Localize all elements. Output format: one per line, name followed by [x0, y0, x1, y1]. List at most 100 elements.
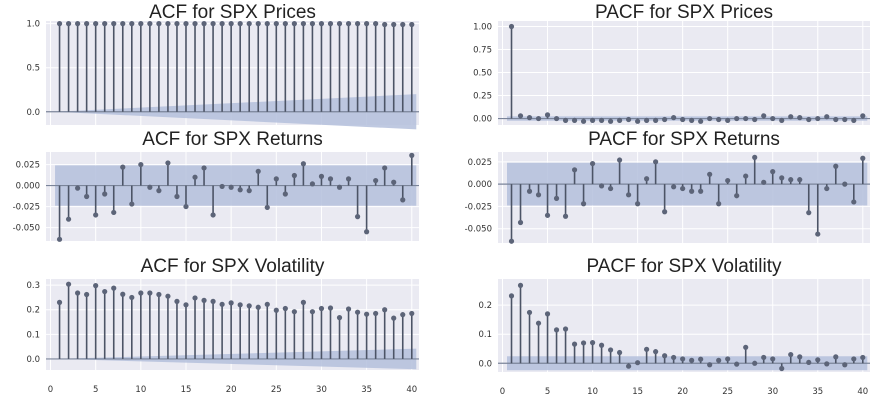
- acf-volatility-xtick-label: 15: [181, 385, 192, 395]
- pacf-volatility-marker: [815, 357, 821, 363]
- pacf-volatility-marker: [824, 361, 830, 367]
- pacf-volatility-marker: [607, 347, 614, 353]
- pacf-volatility-marker: [806, 359, 812, 366]
- acf-returns-marker: [309, 181, 316, 187]
- acf-returns-title: ACF for SPX Returns: [142, 129, 323, 150]
- acf-volatility-marker: [138, 290, 144, 296]
- pacf-volatility-panel: 0.0 0.1 0.2 0 5 10 15 20 25 30 35 40 PACF for SPX Vo…: [478, 256, 870, 397]
- acf-prices-marker: [309, 21, 316, 27]
- acf-volatility-marker: [219, 301, 225, 307]
- pacf-prices-marker: [725, 117, 731, 123]
- pacf-volatility-xtick-label: 35: [812, 387, 823, 397]
- acf-returns-marker: [183, 203, 189, 210]
- acf-prices-marker: [364, 21, 370, 27]
- acf-returns-marker: [102, 191, 108, 197]
- acf-returns-marker: [273, 176, 279, 182]
- pacf-returns-marker: [833, 163, 839, 169]
- acf-volatility-marker: [111, 285, 117, 291]
- pacf-volatility-marker: [626, 363, 632, 369]
- acf-volatility-marker: [120, 291, 126, 297]
- acf-volatility-marker: [364, 311, 370, 317]
- pacf-returns-marker: [815, 231, 821, 237]
- acf-volatility-ytick-label: 0.3: [26, 281, 40, 291]
- pacf-volatility-xtick-label: 40: [857, 387, 868, 397]
- pacf-prices-marker: [535, 115, 542, 122]
- acf-volatility-ytick-label: 0.2: [26, 306, 40, 316]
- pacf-volatility-xtick-label: 0: [500, 387, 505, 397]
- acf-volatility-marker: [300, 299, 306, 305]
- pacf-prices-ytick-label: 0.50: [473, 69, 492, 79]
- pacf-volatility-marker: [797, 354, 803, 360]
- pacf-returns-marker: [662, 209, 668, 215]
- acf-prices-marker: [210, 21, 216, 27]
- pacf-prices-ytick-label: 0.75: [473, 46, 492, 56]
- pacf-volatility-marker: [698, 356, 704, 362]
- acf-volatility-marker: [129, 294, 135, 301]
- acf-returns-marker: [165, 160, 171, 166]
- acf-returns-marker: [364, 229, 370, 235]
- pacf-prices-marker: [716, 116, 722, 123]
- pacf-prices-marker: [761, 113, 767, 119]
- acf-prices-marker: [147, 21, 153, 27]
- acf-volatility-panel: 0.0 0.1 0.2 0.3 0 5 10 15 20 25 30 35 40 ACF for SPX …: [26, 256, 419, 395]
- pacf-prices-marker: [508, 23, 515, 30]
- pacf-prices-marker: [698, 118, 704, 124]
- acf-prices-marker: [300, 21, 306, 27]
- acf-prices-marker: [129, 21, 135, 27]
- acf-prices-marker: [174, 21, 180, 27]
- acf-prices-marker: [382, 21, 388, 28]
- acf-returns-marker: [255, 168, 261, 174]
- pacf-prices-marker: [626, 116, 632, 123]
- pacf-volatility-marker: [779, 365, 785, 372]
- pacf-prices-ytick-label: 0.25: [473, 92, 492, 102]
- acf-volatility-xtick-label: 10: [135, 385, 146, 395]
- pacf-returns-marker: [607, 185, 614, 192]
- pacf-prices-marker: [788, 114, 794, 120]
- pacf-volatility-marker: [553, 327, 560, 333]
- pacf-volatility-marker: [598, 342, 605, 348]
- acf-prices-panel: 0.0 0.5 1.0 ACF for SPX Prices: [26, 2, 419, 130]
- pacf-volatility-xtick-label: 30: [767, 387, 778, 397]
- acf-volatility-marker: [156, 291, 162, 298]
- pacf-returns-ytick-label: -0.050: [465, 225, 492, 235]
- acf-volatility-marker: [192, 295, 198, 301]
- pacf-prices-marker: [553, 115, 560, 122]
- pacf-returns-marker: [671, 184, 677, 190]
- pacf-returns-marker: [842, 181, 848, 187]
- pacf-volatility-marker: [508, 293, 515, 299]
- pacf-returns-marker: [824, 185, 830, 192]
- acf-returns-marker: [237, 187, 243, 193]
- pacf-prices-marker: [797, 115, 803, 121]
- acf-returns-marker: [138, 161, 144, 168]
- pacf-volatility-marker: [833, 354, 839, 360]
- pacf-returns-ytick-label: 0.000: [468, 180, 492, 190]
- acf-returns-marker: [228, 184, 234, 190]
- pacf-volatility-marker: [544, 311, 551, 317]
- pacf-volatility-marker: [580, 340, 587, 346]
- pacf-prices-marker: [598, 117, 605, 123]
- acf-volatility-marker: [264, 301, 270, 307]
- pacf-prices-marker: [589, 117, 596, 123]
- pacf-returns-marker: [743, 173, 749, 179]
- pacf-prices-marker: [544, 112, 551, 118]
- pacf-prices-marker: [842, 116, 848, 123]
- acf-prices-marker: [336, 21, 343, 27]
- pacf-volatility-title: PACF for SPX Volatility: [587, 256, 782, 277]
- pacf-volatility-ytick-label: 0.1: [478, 330, 492, 340]
- acf-returns-marker: [156, 188, 162, 194]
- pacf-prices-marker: [680, 116, 686, 123]
- pacf-volatility-marker: [616, 349, 623, 356]
- acf-prices-marker: [84, 21, 90, 27]
- pacf-returns-marker: [788, 177, 794, 183]
- acf-prices-marker: [246, 21, 252, 27]
- pacf-returns-marker: [508, 238, 515, 244]
- pacf-prices-marker: [616, 117, 623, 123]
- acf-returns-marker: [373, 177, 379, 184]
- pacf-returns-marker: [716, 201, 722, 207]
- acf-returns-marker: [219, 183, 225, 190]
- acf-volatility-marker: [228, 300, 234, 306]
- acf-volatility-marker: [373, 310, 379, 317]
- acf-returns-ytick-label: 0.000: [16, 182, 40, 192]
- pacf-returns-marker: [734, 193, 740, 199]
- pacf-volatility-marker: [644, 346, 650, 352]
